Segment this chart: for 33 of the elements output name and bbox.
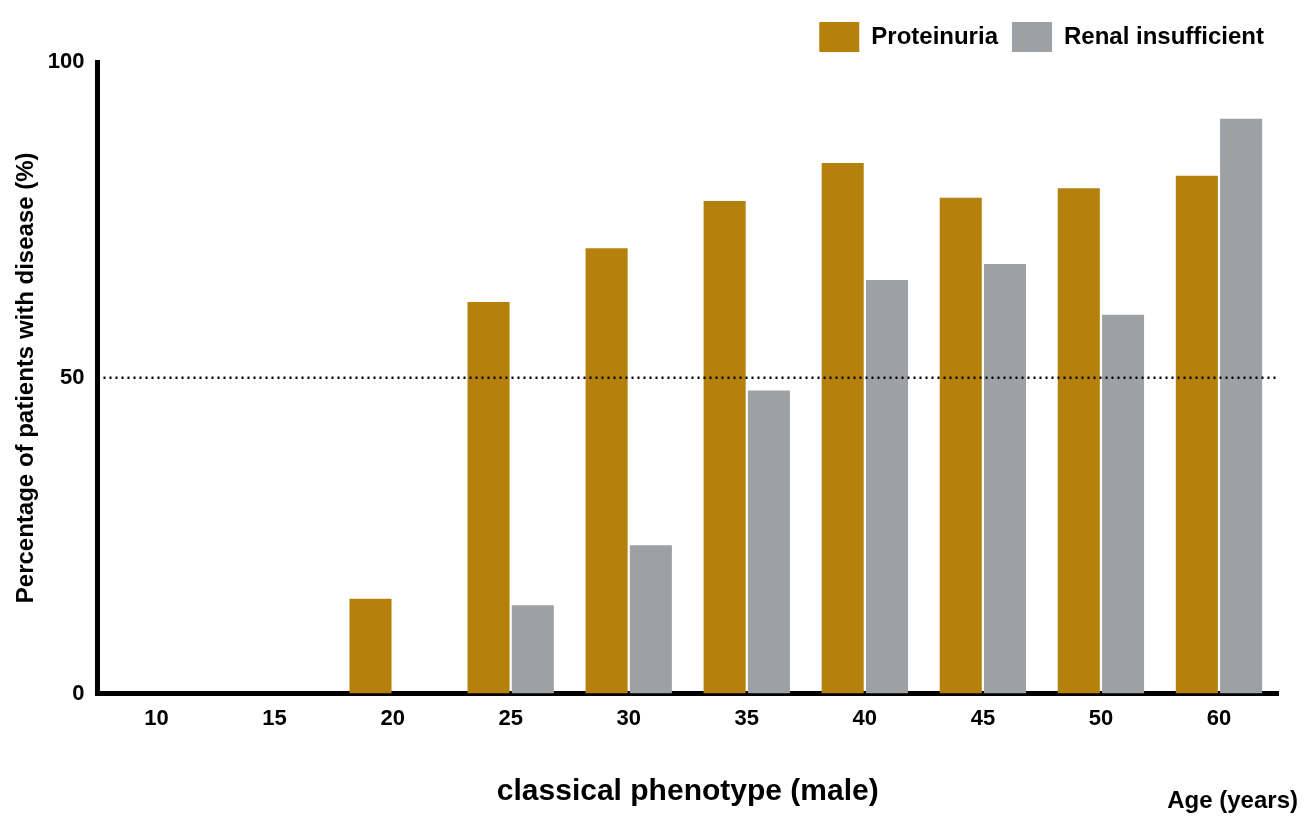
x-tick-label: 30 (616, 704, 641, 730)
x-tick-label: 60 (1206, 704, 1232, 730)
y-tick-label: 100 (47, 48, 85, 74)
y-tick-label: 0 (72, 679, 85, 705)
x-tick-label: 50 (1088, 704, 1114, 730)
legend-label: Proteinuria (871, 21, 999, 49)
text: Age (years) (1167, 786, 1298, 814)
bar (821, 163, 864, 694)
bar (1175, 175, 1218, 694)
bar (511, 605, 554, 694)
bar (467, 302, 510, 694)
bar (703, 200, 746, 694)
x-tick-label: 25 (498, 704, 523, 730)
bar (747, 390, 790, 694)
x-tick-label: 45 (970, 704, 996, 730)
bar (629, 545, 672, 694)
bar (865, 279, 908, 694)
bar (983, 264, 1027, 694)
x-tick-label: 40 (852, 704, 878, 730)
x-tick-label: 20 (380, 704, 405, 730)
y-axis-title: Percentage of patients with disease (%) (11, 152, 39, 604)
x-axis-title: classical phenotype (male) (496, 773, 879, 807)
bar (1057, 188, 1100, 694)
legend-label: Renal insufficient (1063, 21, 1265, 49)
x-tick-label: 15 (262, 704, 287, 730)
bar (585, 248, 628, 694)
y-tick-label: 50 (60, 363, 85, 389)
bar (1220, 118, 1263, 694)
bar (1102, 314, 1145, 694)
bar (939, 197, 982, 694)
bar (349, 598, 392, 694)
x-tick-label: 35 (734, 704, 760, 730)
x-tick-label: 10 (144, 704, 169, 730)
